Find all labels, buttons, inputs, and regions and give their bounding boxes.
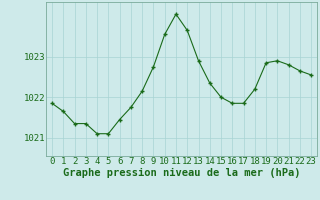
X-axis label: Graphe pression niveau de la mer (hPa): Graphe pression niveau de la mer (hPa) [63,168,300,178]
